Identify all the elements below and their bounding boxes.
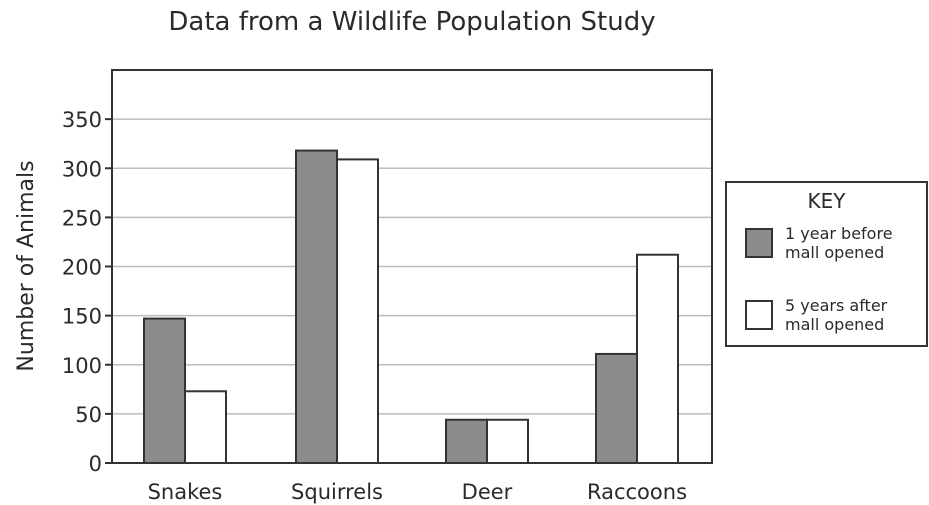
x-category-label-raccoons: Raccoons xyxy=(587,480,687,504)
x-category-label-deer: Deer xyxy=(462,480,513,504)
bar-raccoons-series-0 xyxy=(595,352,638,465)
bar-squirrels-series-0 xyxy=(295,149,338,464)
y-axis-label: Number of Animals xyxy=(14,160,39,371)
legend: KEY 1 year before mall opened 5 years af… xyxy=(725,181,928,347)
y-axis-ticks: 0 50 100 150 200 250 300 350 xyxy=(62,108,112,476)
legend-title: KEY xyxy=(807,189,846,213)
x-category-label-snakes: Snakes xyxy=(148,480,223,504)
y-tick-label-0: 0 xyxy=(89,452,102,476)
bar-snakes-series-0 xyxy=(143,317,186,465)
legend-entry-after: 5 years after mall opened xyxy=(745,296,922,342)
legend-swatch-after xyxy=(745,300,773,330)
legend-swatch-before xyxy=(745,228,773,258)
x-axis-categories: Snakes Squirrels Deer Raccoons xyxy=(148,480,687,504)
legend-entry-before: 1 year before mall opened xyxy=(745,224,922,270)
y-tick-label-350: 350 xyxy=(62,108,102,132)
y-tick-label-50: 50 xyxy=(75,403,102,427)
chart-title: Data from a Wildlife Population Study xyxy=(168,7,656,37)
y-tick-label-300: 300 xyxy=(62,157,102,181)
legend-label-before: 1 year before mall opened xyxy=(785,224,893,262)
bar-deer-series-0 xyxy=(445,418,488,464)
y-tick-label-200: 200 xyxy=(62,256,102,280)
bar-snakes-series-1 xyxy=(184,390,227,464)
bars xyxy=(143,149,679,465)
x-category-label-squirrels: Squirrels xyxy=(291,480,383,504)
bar-deer-series-1 xyxy=(486,418,529,464)
bar-raccoons-series-1 xyxy=(636,253,679,464)
y-tick-label-250: 250 xyxy=(62,206,102,230)
y-tick-label-100: 100 xyxy=(62,354,102,378)
bar-squirrels-series-1 xyxy=(336,158,379,464)
y-tick-label-150: 150 xyxy=(62,305,102,329)
legend-label-after: 5 years after mall opened xyxy=(785,296,888,334)
